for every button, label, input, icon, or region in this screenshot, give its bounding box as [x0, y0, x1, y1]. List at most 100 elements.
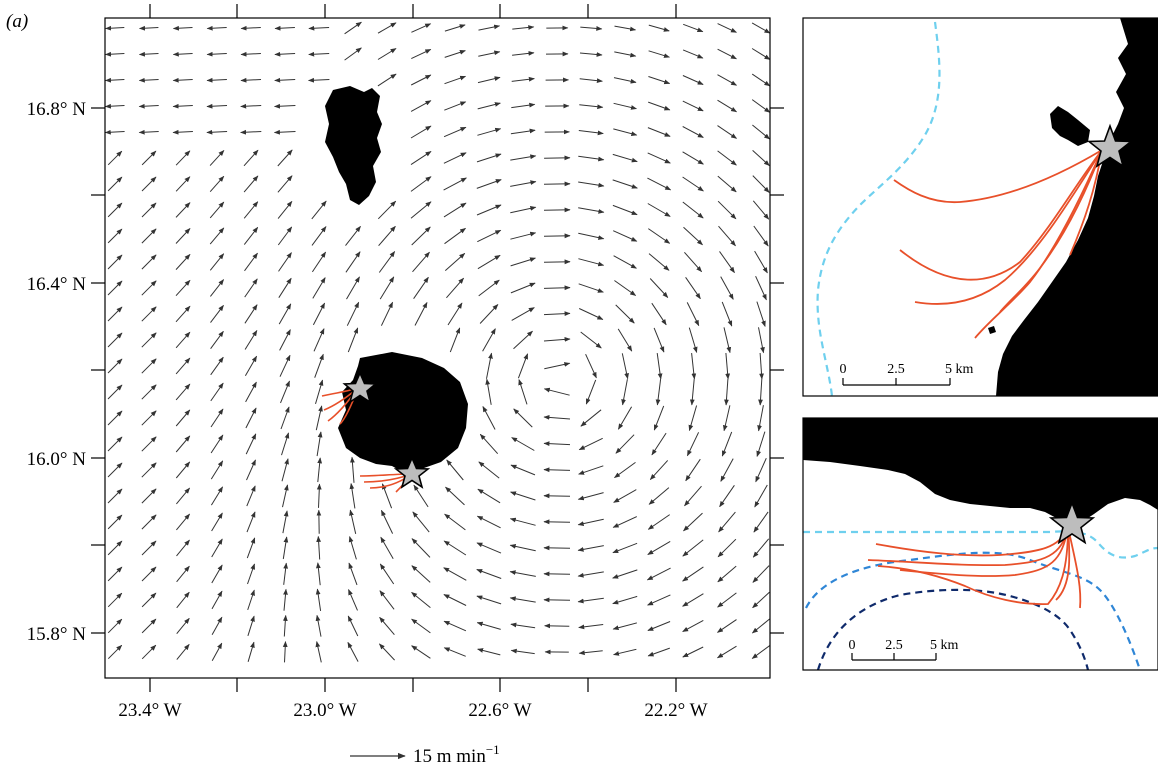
current-vector-arrow — [482, 405, 496, 430]
current-vector-arrow — [247, 615, 255, 637]
current-vector-arrow — [380, 301, 394, 326]
current-vector-arrow — [412, 511, 430, 533]
inset-bottom-tracks — [867, 526, 1082, 609]
current-vector-arrow — [443, 177, 467, 191]
current-vector-arrow — [614, 51, 637, 58]
contour-light — [816, 21, 941, 396]
current-vector-arrow — [107, 202, 123, 218]
current-vector-arrow — [649, 460, 669, 481]
current-vector-arrow — [720, 458, 734, 482]
current-vector-arrow — [273, 129, 296, 135]
current-vector-arrow — [210, 304, 224, 323]
current-vector-arrow — [243, 149, 259, 167]
current-vector-arrow — [244, 304, 258, 324]
lat-label: 16.4° N — [27, 274, 87, 295]
current-vector-arrow — [245, 381, 257, 403]
current-vector-arrow — [653, 327, 665, 353]
current-vector-arrow — [107, 566, 123, 582]
current-vector-arrow — [579, 78, 603, 84]
current-vector-arrow — [647, 152, 671, 164]
current-vector-arrow — [510, 622, 536, 629]
current-vector-arrow — [580, 409, 602, 427]
current-vector-arrow — [443, 152, 467, 164]
current-vector-arrow — [274, 51, 296, 57]
current-vector-arrow — [377, 22, 397, 34]
current-vector-arrow — [315, 588, 322, 611]
current-vector-arrow — [647, 594, 671, 606]
current-vector-arrow — [175, 435, 191, 453]
vector-scale-legend: 15 m min−1 — [350, 742, 500, 767]
inset-top-rock — [988, 326, 996, 334]
current-vector-arrow — [612, 230, 638, 242]
current-vector-arrow — [281, 432, 290, 456]
current-vector-arrow — [210, 460, 224, 480]
current-vector-arrow — [107, 618, 123, 634]
current-vector-arrow — [315, 405, 323, 431]
current-vector-arrow — [311, 251, 327, 273]
current-vector-arrow — [277, 226, 293, 246]
current-vector-arrow — [719, 485, 735, 508]
current-vector-arrow — [277, 149, 293, 167]
current-vector-arrow — [755, 457, 767, 483]
current-vector-arrow — [648, 24, 670, 32]
current-vector-arrow — [107, 384, 123, 400]
current-vector-arrow — [280, 406, 290, 430]
current-vector-arrow — [105, 51, 125, 57]
current-vector-arrow — [308, 51, 330, 57]
current-vector-arrow — [686, 432, 700, 457]
inset-bottom-land — [803, 418, 1158, 528]
current-vector-arrow — [283, 588, 288, 611]
current-vector-arrow — [377, 200, 397, 220]
current-vector-arrow — [543, 337, 571, 342]
current-vector-arrow — [176, 539, 190, 557]
current-vector-arrow — [510, 128, 536, 135]
current-vector-arrow — [512, 25, 535, 30]
current-vector-arrow — [717, 200, 737, 220]
inset-bottom: 0 2.5 5 km — [802, 417, 1158, 671]
current-vector-arrow — [444, 75, 467, 85]
inset-top-islet — [1050, 106, 1090, 146]
release-site-west-star — [342, 370, 378, 404]
current-vector-arrow — [612, 569, 638, 579]
current-vector-arrow — [612, 204, 638, 216]
current-vector-arrow — [411, 226, 431, 246]
current-vector-arrow — [378, 643, 395, 661]
current-vector-arrow — [444, 253, 466, 271]
current-vector-arrow — [378, 225, 396, 247]
current-vector-arrow — [722, 405, 731, 432]
current-vector-arrow — [172, 51, 193, 57]
current-vector-arrow — [612, 622, 637, 631]
current-vector-arrow — [653, 405, 665, 431]
current-vector-arrow — [274, 103, 296, 109]
current-vector-arrow — [510, 231, 537, 240]
current-vector-arrow — [651, 302, 667, 326]
current-vector-arrow — [755, 275, 767, 301]
current-vector-arrow — [141, 540, 157, 556]
current-vector-arrow — [380, 536, 394, 560]
current-vector-arrow — [647, 203, 671, 217]
current-vector-arrow — [410, 125, 432, 139]
current-vector-arrow — [175, 202, 191, 218]
contour-light — [803, 530, 1158, 559]
current-vector-arrow — [107, 436, 123, 452]
current-vector-arrow — [381, 483, 393, 509]
current-vector-arrow — [344, 21, 362, 35]
current-vector-arrow — [721, 301, 733, 327]
current-vector-arrow — [282, 614, 288, 637]
inset-bottom-frame — [802, 417, 1158, 671]
release-site-south-star — [393, 455, 431, 489]
current-vector-arrow — [209, 227, 225, 245]
current-vector-arrow — [211, 616, 223, 636]
current-vector-arrow — [315, 379, 324, 405]
current-vector-arrow — [476, 179, 502, 189]
current-vector-arrow — [210, 486, 224, 506]
current-vector-arrow — [614, 25, 637, 32]
current-vector-arrow — [410, 176, 432, 192]
current-vector-arrow — [175, 150, 191, 166]
current-vector-arrow — [510, 154, 537, 161]
legend-text: 15 m min — [413, 746, 486, 767]
current-vector-arrow — [175, 228, 191, 244]
current-vector-arrow — [345, 251, 361, 273]
current-vector-arrow — [210, 330, 224, 349]
current-vector-arrow — [649, 278, 669, 298]
